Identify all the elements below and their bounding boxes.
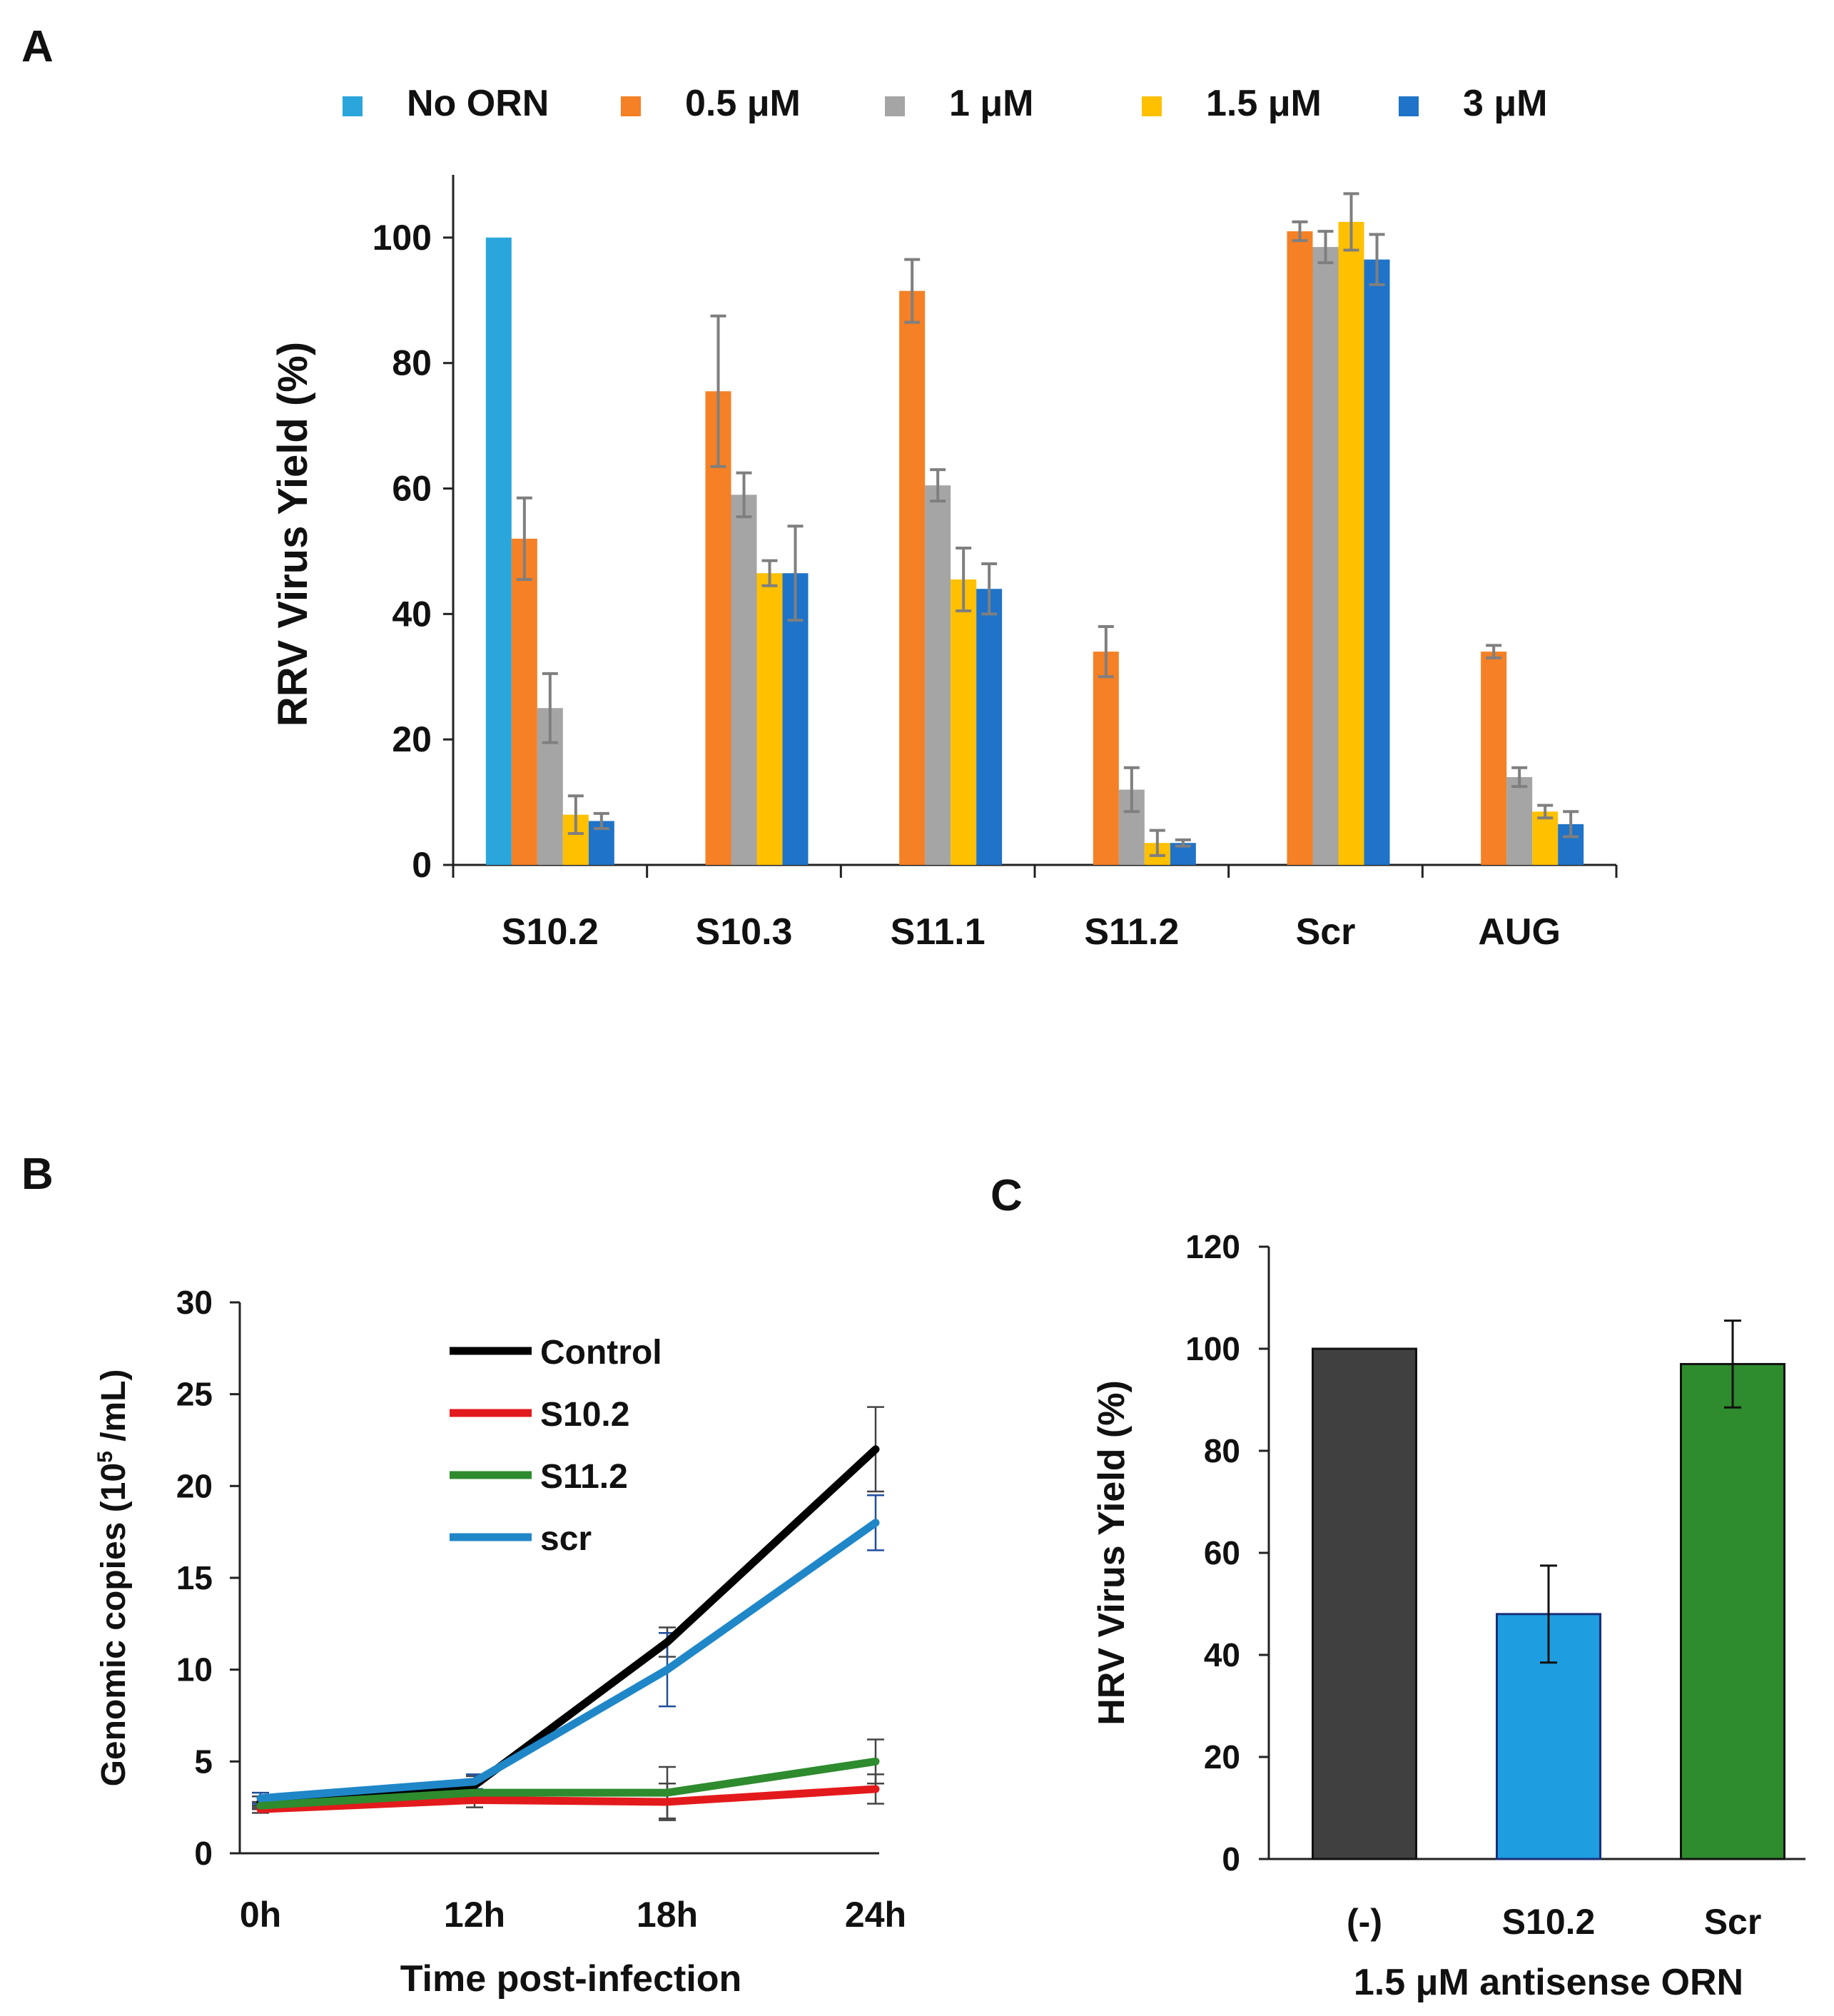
y-tick-label-60: 60 bbox=[1204, 1534, 1240, 1571]
y-tick-label-0: 0 bbox=[194, 1835, 213, 1872]
x-tick-label-S11.1: S11.1 bbox=[891, 911, 986, 953]
series-line-Control bbox=[256, 1445, 880, 1806]
y-tick-label-40: 40 bbox=[392, 594, 432, 634]
y-tick-label-10: 10 bbox=[176, 1651, 213, 1688]
y-tick-label-20: 20 bbox=[176, 1467, 213, 1504]
legend-label-Control: Control bbox=[540, 1334, 662, 1372]
bar-Scr bbox=[1680, 1362, 1785, 1860]
bar-AUG-3 bbox=[1532, 811, 1559, 865]
panel-c-label: C bbox=[991, 1171, 1023, 1220]
x-axis-title: Time post-infection bbox=[400, 1958, 742, 2000]
x-tick-label-18h: 18h bbox=[637, 1895, 698, 1935]
y-tick-label-40: 40 bbox=[1204, 1636, 1240, 1673]
y-tick-label-120: 120 bbox=[1185, 1228, 1240, 1265]
bar-S10.3-4 bbox=[782, 573, 809, 865]
y-tick-label-80: 80 bbox=[392, 343, 432, 383]
panel-a-chart: No ORN 0.5 μM 1 μM 1.5 μM 3 μM 0 20 40 60 80 100 RR… bbox=[270, 83, 1618, 953]
x-tick-label-(-): (-) bbox=[1347, 1902, 1382, 1942]
panel-a-label: A bbox=[21, 22, 54, 71]
bar-S11.1-3 bbox=[951, 579, 977, 865]
bar-Scr-1 bbox=[1287, 231, 1313, 866]
x-tick-label-Scr: Scr bbox=[1296, 911, 1356, 953]
panel-b-chart: 0 5 10 15 20 25 30 0h 12h 18h 24h Time post-infecti… bbox=[93, 1284, 906, 2000]
bar-AUG-1 bbox=[1481, 652, 1507, 865]
legend-label-S11.2: S11.2 bbox=[540, 1458, 628, 1496]
legend-swatch-2 bbox=[885, 96, 905, 116]
legend-swatch-4 bbox=[1399, 96, 1419, 116]
y-tick-label-100: 100 bbox=[1185, 1330, 1240, 1367]
y-tick-label-5: 5 bbox=[194, 1743, 213, 1780]
y-axis-title: HRV Virus Yield (%) bbox=[1091, 1380, 1133, 1726]
bar-Scr-3 bbox=[1338, 221, 1364, 865]
y-axis-title-main: Genomic copies (10 bbox=[95, 1463, 133, 1787]
bar-S11.1-2 bbox=[925, 485, 951, 865]
y-axis-title-exponent: 5 bbox=[93, 1451, 117, 1463]
series-line-scr bbox=[256, 1519, 880, 1803]
legend-swatch-1 bbox=[621, 96, 641, 116]
bar-S11.1-4 bbox=[976, 589, 1003, 865]
bar-S11.1-1 bbox=[899, 290, 926, 865]
bar-AUG-2 bbox=[1506, 776, 1533, 865]
y-tick-label-20: 20 bbox=[1204, 1738, 1240, 1776]
panel-c-chart: 0 20 40 60 80 100 120 HRV Virus Yield (%) (-) S10… bbox=[1091, 1228, 1805, 2003]
y-tick-label-0: 0 bbox=[412, 845, 432, 885]
x-tick-label-S10.2: S10.2 bbox=[1502, 1902, 1596, 1942]
x-tick-label-S10.2: S10.2 bbox=[502, 911, 599, 953]
x-axis-title: 1.5 μM antisense ORN bbox=[1354, 1962, 1743, 2003]
legend-swatch-0 bbox=[343, 96, 363, 116]
y-axis-title: Genomic copies (105 /mL) bbox=[93, 1369, 133, 1787]
legend-label-scr: scr bbox=[540, 1520, 592, 1558]
y-tick-label-20: 20 bbox=[392, 719, 432, 759]
legend-label-3: 1.5 μM bbox=[1206, 83, 1322, 124]
legend-label-0: No ORN bbox=[407, 83, 549, 124]
bar-S10.2-1 bbox=[511, 538, 537, 865]
legend-label-4: 3 μM bbox=[1463, 83, 1548, 124]
x-tick-label-24h: 24h bbox=[845, 1895, 906, 1935]
y-tick-label-80: 80 bbox=[1204, 1432, 1240, 1469]
legend-swatch-3 bbox=[1142, 96, 1162, 116]
y-tick-label-100: 100 bbox=[373, 218, 432, 258]
x-tick-label-0h: 0h bbox=[240, 1895, 281, 1935]
legend-label-2: 1 μM bbox=[949, 83, 1034, 124]
bar-Scr-4 bbox=[1364, 259, 1390, 866]
series-line-S11.2 bbox=[256, 1757, 880, 1810]
y-tick-label-25: 25 bbox=[176, 1376, 213, 1413]
legend-label-1: 0.5 μM bbox=[685, 83, 801, 124]
y-axis-title: RRV Virus Yield (%) bbox=[270, 342, 316, 726]
panel-b-label: B bbox=[21, 1150, 54, 1199]
x-tick-label-AUG: AUG bbox=[1478, 911, 1561, 953]
y-tick-label-0: 0 bbox=[1222, 1840, 1240, 1878]
y-tick-label-30: 30 bbox=[176, 1284, 213, 1321]
y-tick-label-60: 60 bbox=[392, 469, 432, 509]
bar-S10.3-2 bbox=[731, 495, 757, 865]
bar-S10.3-3 bbox=[756, 573, 783, 865]
y-tick-label-15: 15 bbox=[176, 1559, 213, 1596]
x-tick-label-Scr: Scr bbox=[1704, 1902, 1762, 1942]
bar-S11.2-1 bbox=[1093, 652, 1119, 865]
bar-Scr-2 bbox=[1312, 247, 1339, 865]
bar-S10.3-1 bbox=[705, 391, 731, 865]
x-tick-label-S10.3: S10.3 bbox=[696, 911, 793, 953]
series-line-S10.2 bbox=[256, 1785, 880, 1813]
x-tick-label-12h: 12h bbox=[444, 1895, 505, 1935]
x-tick-label-S11.2: S11.2 bbox=[1084, 911, 1179, 953]
y-axis-title-unit: /mL) bbox=[95, 1369, 133, 1452]
legend-label-S10.2: S10.2 bbox=[540, 1396, 629, 1434]
bar-(-) bbox=[1312, 1347, 1417, 1860]
bar-S10.2-0 bbox=[485, 237, 512, 866]
